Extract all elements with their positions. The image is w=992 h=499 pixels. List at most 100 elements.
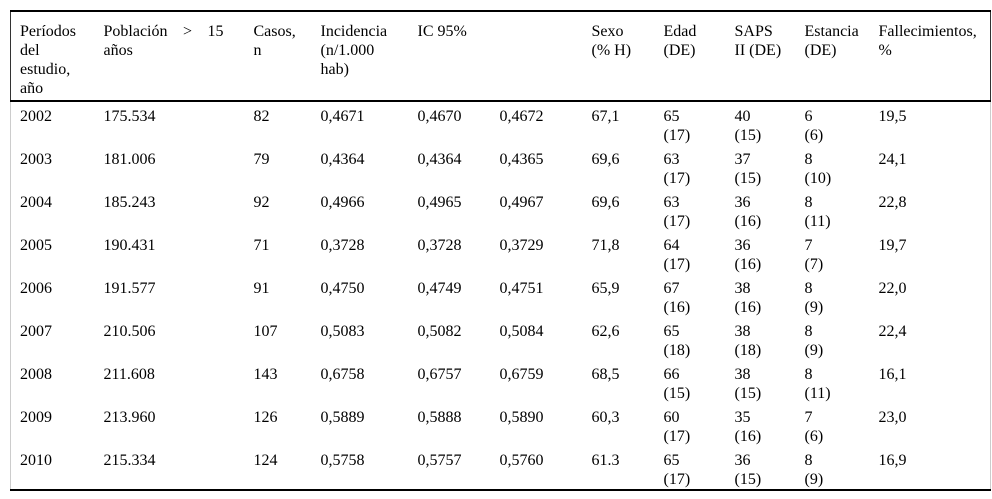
col-header-fallecimientos: Fallecimientos, %: [878, 11, 992, 102]
cell-incidence: 0,4364: [320, 151, 365, 168]
cell-year: 2009: [20, 409, 52, 426]
cell-incidence: 0,5758: [320, 452, 365, 469]
cell-stay-mean: 7: [804, 237, 813, 254]
cell-ic-low: 0,4364: [417, 151, 462, 168]
table-row: 2007 210.506 107 0,5083 0,5082 0,5084 62…: [11, 317, 991, 360]
cell-saps2-mean: 35: [734, 409, 751, 426]
cell-deaths-pct: 23,0: [878, 409, 907, 426]
cell-age-sd: (17): [663, 256, 691, 273]
header-word: 15: [207, 23, 224, 40]
cell-age-mean: 63: [663, 194, 680, 211]
cell-population: 215.334: [103, 452, 156, 469]
header-line: IC 95%: [417, 23, 467, 40]
cell-deaths-pct: 22,8: [878, 194, 907, 211]
col-header-incidencia: Incidencia (n/1.000 hab): [320, 11, 418, 102]
cell-stay-sd: (6): [804, 428, 824, 445]
header-line: SAPS: [734, 23, 773, 40]
cell-ic-low: 0,5888: [417, 409, 462, 426]
cell-saps2: 37 (15): [735, 145, 805, 188]
header-line: del: [20, 42, 40, 59]
cell-age: 67 (16): [664, 274, 735, 317]
cell-age-mean: 64: [663, 237, 680, 254]
cell-sex-pct: 68,5: [591, 366, 620, 383]
cell-cases: 107: [253, 323, 278, 340]
cell-saps2: 36 (16): [735, 231, 805, 274]
cell-deaths-pct: 16,1: [878, 366, 907, 383]
col-header-ic95: IC 95%: [417, 11, 592, 102]
incidence-table: Períodos del estudio, año Población > 15…: [10, 10, 992, 491]
cell-year: 2010: [20, 452, 52, 469]
cell-age: 64 (17): [664, 231, 735, 274]
cell-deaths-pct: 19,7: [878, 237, 907, 254]
cell-saps2-sd: (15): [734, 471, 762, 488]
cell-ic-high: 0,5890: [499, 409, 544, 426]
cell-stay-mean: 8: [804, 194, 813, 211]
cell-saps2: 36 (15): [735, 446, 805, 490]
col-header-casos: Casos, n: [253, 11, 321, 102]
header-line: Casos,: [253, 23, 296, 40]
cell-saps2: 40 (15): [735, 101, 805, 145]
header-line: años: [103, 42, 133, 59]
cell-cases: 82: [253, 108, 270, 125]
cell-year: 2008: [20, 366, 52, 383]
cell-incidence: 0,5083: [320, 323, 365, 340]
cell-ic-high: 0,6759: [499, 366, 544, 383]
cell-population: 211.608: [103, 366, 155, 383]
cell-stay-mean: 8: [804, 323, 813, 340]
cell-saps2-sd: (16): [734, 256, 762, 273]
cell-age-sd: (17): [663, 471, 691, 488]
cell-ic-low: 0,4965: [417, 194, 462, 211]
cell-saps2-sd: (16): [734, 299, 762, 316]
cell-age-sd: (17): [663, 127, 691, 144]
cell-year: 2002: [20, 108, 52, 125]
cell-deaths-pct: 22,4: [878, 323, 907, 340]
cell-population: 185.243: [103, 194, 156, 211]
cell-deaths-pct: 19,5: [878, 108, 907, 125]
cell-deaths-pct: 22,0: [878, 280, 907, 297]
cell-stay-mean: 6: [804, 108, 813, 125]
header-line: estudio,: [20, 61, 71, 78]
header-line: Población > 15: [104, 22, 224, 41]
col-header-edad: Edad (DE): [663, 11, 735, 102]
header-line: (% H): [591, 42, 632, 59]
cell-population: 210.506: [103, 323, 156, 340]
cell-saps2-sd: (15): [734, 170, 762, 187]
cell-stay: 8 (10): [805, 145, 879, 188]
cell-saps2: 36 (16): [735, 188, 805, 231]
cell-saps2-sd: (15): [734, 127, 762, 144]
header-line: %: [878, 42, 892, 59]
cell-age: 65 (17): [664, 101, 735, 145]
cell-ic-high: 0,4365: [499, 151, 544, 168]
cell-stay: 8 (11): [805, 188, 879, 231]
header-line: Incidencia: [320, 23, 388, 40]
col-header-poblacion: Población > 15 años: [103, 11, 254, 102]
cell-sex-pct: 71,8: [591, 237, 620, 254]
table-row: 2004 185.243 92 0,4966 0,4965 0,4967 69,…: [11, 188, 991, 231]
cell-cases: 143: [253, 366, 278, 383]
cell-sex-pct: 65,9: [591, 280, 620, 297]
cell-cases: 124: [253, 452, 278, 469]
cell-incidence: 0,4671: [320, 108, 365, 125]
header-line: (DE): [804, 42, 837, 59]
cell-ic-high: 0,4967: [499, 194, 544, 211]
cell-ic-low: 0,4749: [417, 280, 462, 297]
cell-saps2-mean: 40: [734, 108, 751, 125]
cell-saps2-mean: 38: [734, 280, 751, 297]
table-row: 2010 215.334 124 0,5758 0,5757 0,5760 61…: [11, 446, 991, 490]
cell-ic-low: 0,4670: [417, 108, 462, 125]
cell-ic-high: 0,5084: [499, 323, 544, 340]
cell-cases: 91: [253, 280, 270, 297]
cell-population: 175.534: [103, 108, 156, 125]
cell-ic-high: 0,4751: [499, 280, 544, 297]
cell-saps2-mean: 38: [734, 323, 751, 340]
table-row: 2008 211.608 143 0,6758 0,6757 0,6759 68…: [11, 360, 991, 403]
table-row: 2003 181.006 79 0,4364 0,4364 0,4365 69,…: [11, 145, 991, 188]
cell-age-mean: 65: [663, 452, 680, 469]
cell-saps2: 38 (15): [735, 360, 805, 403]
header-line: Sexo: [591, 23, 624, 40]
cell-deaths-pct: 16,9: [878, 452, 907, 469]
cell-ic-high: 0,3729: [499, 237, 544, 254]
table-body: 2002 175.534 82 0,4671 0,4670 0,4672 67,…: [11, 101, 991, 490]
col-header-saps: SAPS II (DE): [734, 11, 805, 102]
cell-year: 2003: [20, 151, 52, 168]
